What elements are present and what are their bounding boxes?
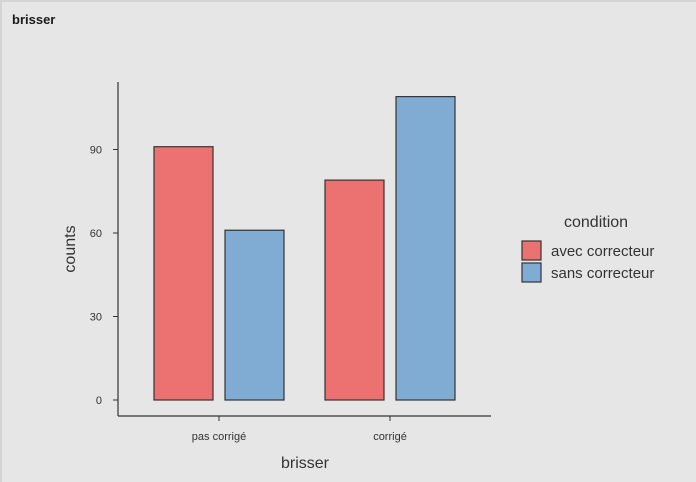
legend-swatch-sans [521,262,542,283]
y-tick-label: 0 [96,395,102,407]
bar-avec-pas-corrige [153,146,214,401]
legend-label-sans: sans correcteur [551,265,654,282]
panel-left-border [0,0,2,482]
legend-label-avec: avec correcteur [551,243,654,260]
x-axis-title: brisser [281,455,330,472]
y-tick-label: 60 [90,228,102,240]
y-tick-label: 90 [90,145,102,157]
bar-sans-pas-corrige [224,229,285,401]
y-axis-title: counts [62,225,79,272]
x-axis-ticks: pas corrigé corrigé [192,416,407,443]
legend-swatch-avec [521,240,542,261]
legend-title: condition [564,214,628,231]
y-axis-ticks: 0 30 60 90 [90,145,118,407]
panel-top-border [0,0,696,2]
panel-title: brisser [12,12,56,27]
y-tick-label: 30 [90,312,102,324]
bar-sans-corrige [395,96,456,401]
bars-group [153,96,456,401]
x-tick-label: corrigé [373,431,407,443]
x-tick-label: pas corrigé [192,431,246,443]
bar-avec-corrige [324,179,385,401]
legend: condition avec correcteur sans correcteur [521,214,654,283]
